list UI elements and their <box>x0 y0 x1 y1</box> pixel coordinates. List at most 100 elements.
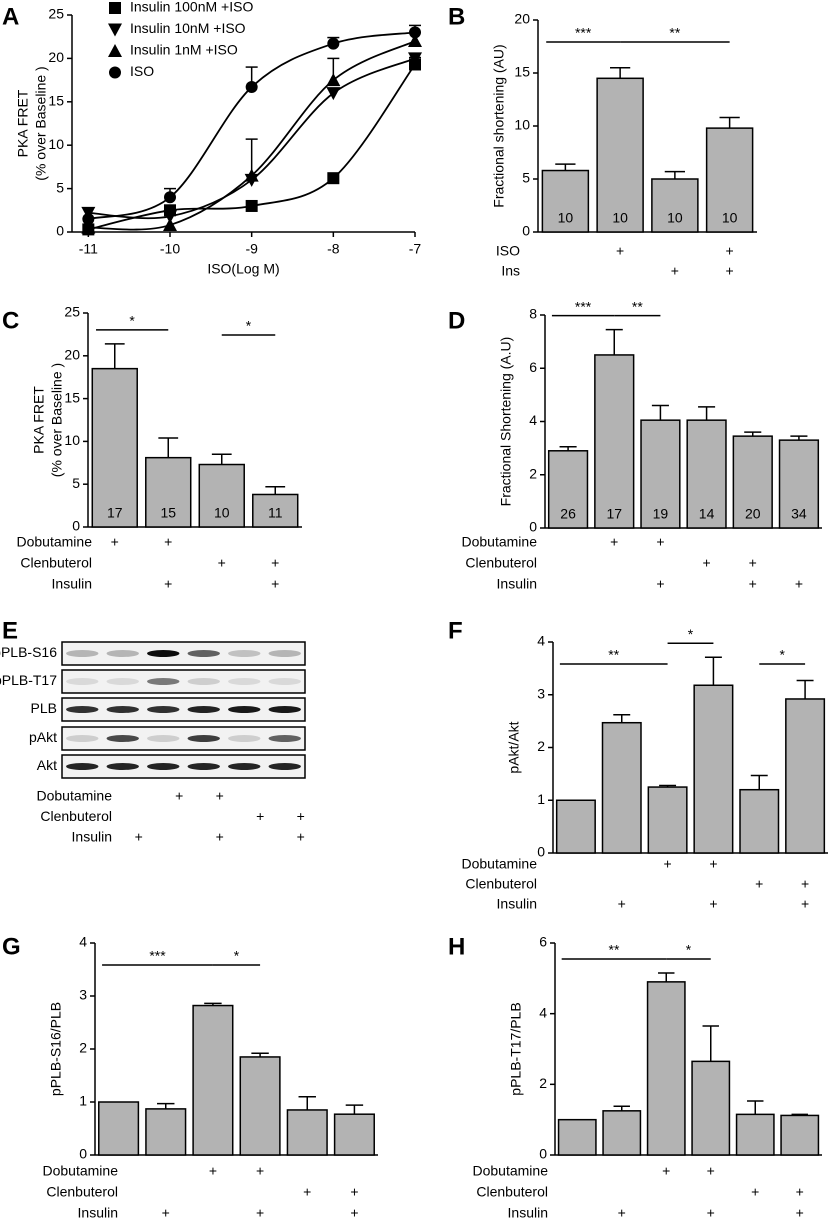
condition-mark: + <box>111 534 119 550</box>
condition-mark: + <box>271 576 279 592</box>
marker <box>163 210 177 224</box>
condition-label: Clenbuterol <box>476 1184 548 1200</box>
panel-letter: G <box>2 933 21 960</box>
y-tick-label: 25 <box>64 304 80 320</box>
bar <box>541 169 590 233</box>
bar <box>98 1101 140 1156</box>
y-axis-label: pPLB-T17/PLB <box>508 1002 524 1095</box>
legend-marker <box>108 44 122 57</box>
y-tick-label: 2 <box>539 1075 547 1091</box>
y-tick-label: 4 <box>529 412 537 428</box>
y-tick-label: 4 <box>79 934 87 950</box>
legend-label: Insulin 100nM +ISO <box>130 0 253 15</box>
count-label: 11 <box>268 505 283 521</box>
blot-band <box>66 706 99 713</box>
condition-mark: + <box>297 829 305 845</box>
bar <box>557 1118 597 1156</box>
marker <box>326 87 341 101</box>
significance-label: *** <box>575 298 592 314</box>
blot-band <box>268 678 301 685</box>
significance-label: * <box>688 626 694 642</box>
panel-letter: B <box>448 3 465 30</box>
blot-band <box>228 650 261 657</box>
condition-mark: + <box>271 555 279 571</box>
y-axis-label: PKA FRET <box>15 89 31 157</box>
significance-label: ** <box>632 298 643 314</box>
condition-mark: + <box>297 808 305 824</box>
y-axis-label: Fractional shortening (AU) <box>491 44 507 207</box>
condition-mark: + <box>755 876 763 892</box>
blot-row-label: pPLB-T17 <box>0 672 57 688</box>
count-label: 10 <box>667 210 683 226</box>
blot-band <box>66 650 99 657</box>
y-tick-label: 2 <box>79 1040 87 1056</box>
y-tick-label: 3 <box>79 987 87 1003</box>
x-tick-label: -8 <box>327 241 340 257</box>
condition-mark: + <box>795 576 803 592</box>
condition-mark: + <box>662 1163 670 1179</box>
condition-label: Insulin <box>78 1205 118 1221</box>
condition-mark: + <box>726 243 734 259</box>
significance-label: * <box>129 313 135 329</box>
y-tick-label: 1 <box>79 1093 87 1109</box>
condition-label: Clenbuterol <box>40 808 112 824</box>
condition-mark: + <box>216 829 224 845</box>
y-tick-label: 8 <box>529 306 537 322</box>
blot-band <box>66 735 99 742</box>
count-label: 20 <box>745 506 761 522</box>
significance-label: ** <box>609 942 620 958</box>
bar <box>145 456 192 528</box>
blot-band <box>187 735 220 742</box>
y-tick-label: 4 <box>537 633 545 649</box>
condition-mark: + <box>749 576 757 592</box>
condition-label: Insulin <box>497 576 537 592</box>
y-tick-label: 10 <box>48 136 64 152</box>
marker <box>327 172 340 185</box>
bar <box>780 1114 820 1156</box>
marker <box>245 199 258 212</box>
bar <box>91 367 138 528</box>
blot-strip <box>61 669 306 694</box>
count-label: 15 <box>160 505 176 521</box>
marker <box>245 81 258 94</box>
legend-label: Insulin 10nM +ISO <box>130 20 246 36</box>
count-label: 10 <box>612 210 628 226</box>
marker <box>164 191 176 204</box>
condition-label: Dobutamine <box>37 788 113 804</box>
bar <box>691 1060 731 1156</box>
x-tick-label: -7 <box>409 241 422 257</box>
y-axis-label: (% over Baseline ) <box>33 66 49 180</box>
x-tick-label: -10 <box>160 241 180 257</box>
bar <box>785 698 826 854</box>
bar <box>693 684 734 854</box>
y-tick-label: 20 <box>64 347 80 363</box>
blot-band <box>106 650 139 657</box>
bar <box>555 799 596 854</box>
blot-band <box>228 678 261 685</box>
y-tick-label: 0 <box>72 518 80 534</box>
y-tick-label: 5 <box>56 179 64 195</box>
panel-letter: F <box>448 617 463 644</box>
bar <box>735 1113 775 1156</box>
blot-band <box>106 763 139 770</box>
bar <box>778 439 820 529</box>
y-tick-label: 15 <box>48 93 64 109</box>
condition-label: Clenbuterol <box>46 1184 118 1200</box>
condition-mark: + <box>656 576 664 592</box>
condition-mark: + <box>303 1184 311 1200</box>
blot-band <box>187 763 220 770</box>
condition-mark: + <box>216 788 224 804</box>
legend-marker <box>109 2 121 14</box>
condition-label: Ins <box>501 263 520 279</box>
blot-band <box>228 763 261 770</box>
condition-label: Insulin <box>52 576 92 592</box>
condition-mark: + <box>175 788 183 804</box>
condition-mark: + <box>209 1163 217 1179</box>
count-label: 26 <box>560 506 576 522</box>
count-label: 34 <box>791 506 807 522</box>
blot-band <box>228 735 261 742</box>
condition-mark: + <box>610 534 618 550</box>
count-label: 14 <box>699 506 715 522</box>
blot-band <box>268 735 301 742</box>
condition-label: Insulin <box>497 896 537 912</box>
